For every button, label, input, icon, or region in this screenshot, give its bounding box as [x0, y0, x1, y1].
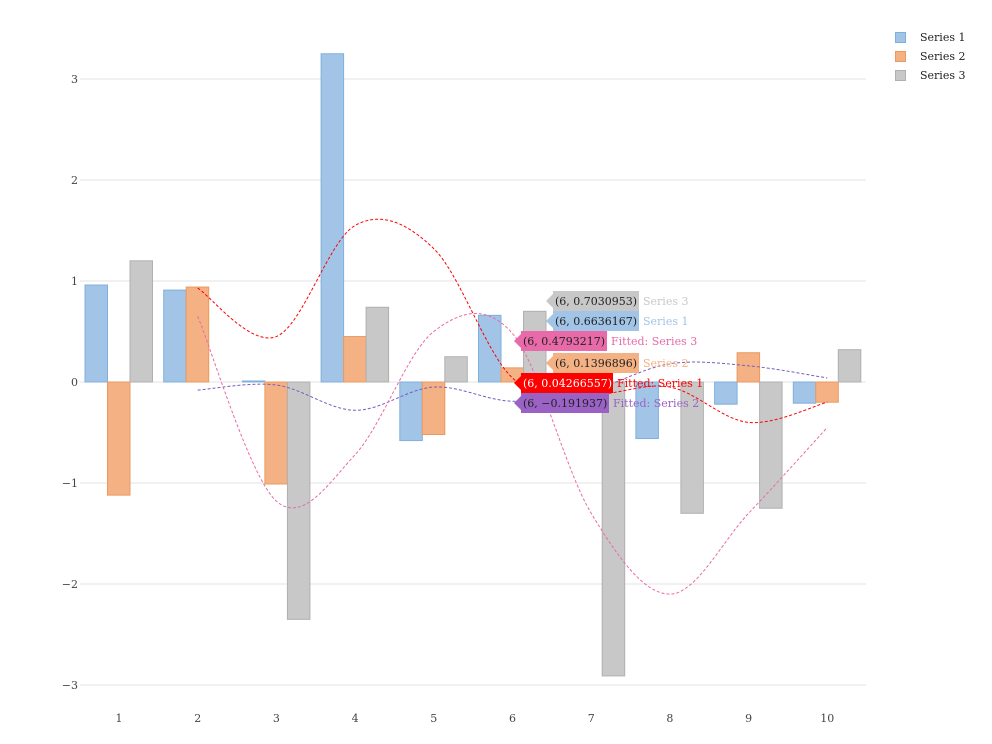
x-tick-label: 6: [509, 712, 516, 725]
legend-label-series-2: Series 2: [920, 50, 966, 63]
tooltip-pointer: [514, 376, 521, 390]
tooltip-series: Series 1: [643, 315, 688, 328]
bar-series-2[interactable]: [421, 381, 446, 436]
bar-series-3[interactable]: [129, 260, 153, 383]
tooltip-value: (6, 0.6636167): [555, 315, 637, 328]
bar-series-1[interactable]: [241, 380, 266, 383]
y-tick-label: −3: [62, 679, 78, 692]
tooltip: (6, 0.7030953) Series 3: [546, 291, 688, 311]
bar-series-1[interactable]: [84, 284, 108, 383]
tooltip-series: Fitted: Series 2: [613, 397, 699, 410]
tooltip: (6, 0.4793217) Fitted: Series 3: [514, 331, 697, 351]
bar-series-1[interactable]: [635, 381, 659, 440]
bar-series-3[interactable]: [444, 356, 468, 383]
legend-label-series-1: Series 1: [920, 31, 966, 44]
bar-series-2[interactable]: [185, 286, 210, 383]
x-tick-label: 2: [194, 712, 201, 725]
bar-series: [84, 53, 862, 677]
bar-series-1[interactable]: [478, 314, 502, 383]
bar-series-2[interactable]: [343, 336, 367, 383]
bar-series-3[interactable]: [759, 381, 783, 509]
bar-series-1[interactable]: [714, 381, 738, 405]
x-tick-label: 1: [116, 712, 123, 725]
tooltip: (6, −0.191937) Fitted: Series 2: [514, 393, 699, 413]
y-tick-label: 1: [71, 275, 78, 288]
y-tick-label: 0: [71, 376, 78, 389]
x-tick-label: 7: [588, 712, 595, 725]
bar-series-1[interactable]: [792, 381, 817, 404]
x-tick-label: 9: [745, 712, 752, 725]
fitted-curves: [197, 218, 828, 595]
tooltip-value: (6, 0.1396896): [555, 357, 637, 370]
tooltip-pointer: [514, 334, 521, 348]
bar-series-3[interactable]: [365, 306, 390, 383]
legend-swatch-series-2: [895, 51, 906, 62]
bar-series-1[interactable]: [320, 53, 345, 383]
legend: Series 1 Series 2 Series 3: [895, 28, 965, 85]
x-tick-label: 4: [352, 712, 359, 725]
x-tick-label: 10: [820, 712, 834, 725]
tooltip-box: [553, 311, 639, 331]
tooltip-box: [521, 373, 613, 393]
bar-series-2[interactable]: [815, 381, 839, 403]
bar-series-3[interactable]: [837, 349, 862, 383]
y-tick-label: −2: [62, 578, 78, 591]
grid-lines: [80, 78, 866, 686]
tooltip-series: Fitted: Series 3: [611, 335, 697, 348]
bar-series-3[interactable]: [680, 381, 704, 514]
tooltip: (6, 0.04266557) Fitted: Series 1: [514, 373, 703, 393]
y-tick-label: 3: [71, 73, 78, 86]
bar-series-2[interactable]: [736, 352, 761, 383]
tooltip: (6, 0.6636167) Series 1: [546, 311, 688, 331]
tooltips: (6, 0.7030953) Series 3 (6, 0.6636167) Seri…: [514, 291, 703, 413]
tooltip-box: [521, 331, 607, 351]
fitted-curve-fitted-series-2: [197, 361, 828, 411]
bar-series-3[interactable]: [286, 381, 311, 620]
tooltip-pointer: [546, 294, 553, 308]
legend-swatch-series-1: [895, 32, 906, 43]
tooltip-box: [553, 291, 639, 311]
x-axis-ticks: 1 2 3 4 5 6 7 8 9 10: [116, 712, 835, 725]
legend-item-series-2[interactable]: Series 2: [895, 47, 965, 66]
tooltip: (6, 0.1396896) Series 2: [546, 353, 688, 373]
legend-swatch-series-3: [895, 70, 906, 81]
legend-item-series-1[interactable]: Series 1: [895, 28, 965, 47]
bar-series-2[interactable]: [264, 381, 288, 485]
tooltip-pointer: [546, 314, 553, 328]
bar-series-1[interactable]: [399, 381, 423, 442]
y-tick-label: 2: [71, 174, 78, 187]
bar-series-3[interactable]: [601, 381, 626, 677]
bar-series-1[interactable]: [163, 289, 187, 383]
x-tick-label: 8: [666, 712, 673, 725]
bar-series-2[interactable]: [107, 381, 131, 496]
tooltip-value: (6, 0.7030953): [555, 295, 637, 308]
tooltip-series: Series 3: [643, 295, 688, 308]
tooltip-pointer: [514, 396, 521, 410]
x-tick-label: 5: [430, 712, 437, 725]
y-axis-ticks: 3 2 1 0 −1 −2 −3: [62, 73, 78, 692]
tooltip-series: Series 2: [643, 357, 688, 370]
fitted-curve-fitted-series-1: [197, 218, 828, 424]
legend-item-series-3[interactable]: Series 3: [895, 66, 965, 85]
tooltip-box: [553, 353, 639, 373]
tooltip-series: Fitted: Series 1: [617, 377, 703, 390]
tooltip-value: (6, −0.191937): [523, 397, 607, 410]
tooltip-value: (6, 0.04266557): [523, 377, 612, 390]
x-tick-label: 3: [273, 712, 280, 725]
tooltip-box: [521, 393, 609, 413]
y-tick-label: −1: [62, 477, 78, 490]
tooltip-pointer: [546, 356, 553, 370]
tooltip-value: (6, 0.4793217): [523, 335, 605, 348]
legend-label-series-3: Series 3: [920, 69, 966, 82]
